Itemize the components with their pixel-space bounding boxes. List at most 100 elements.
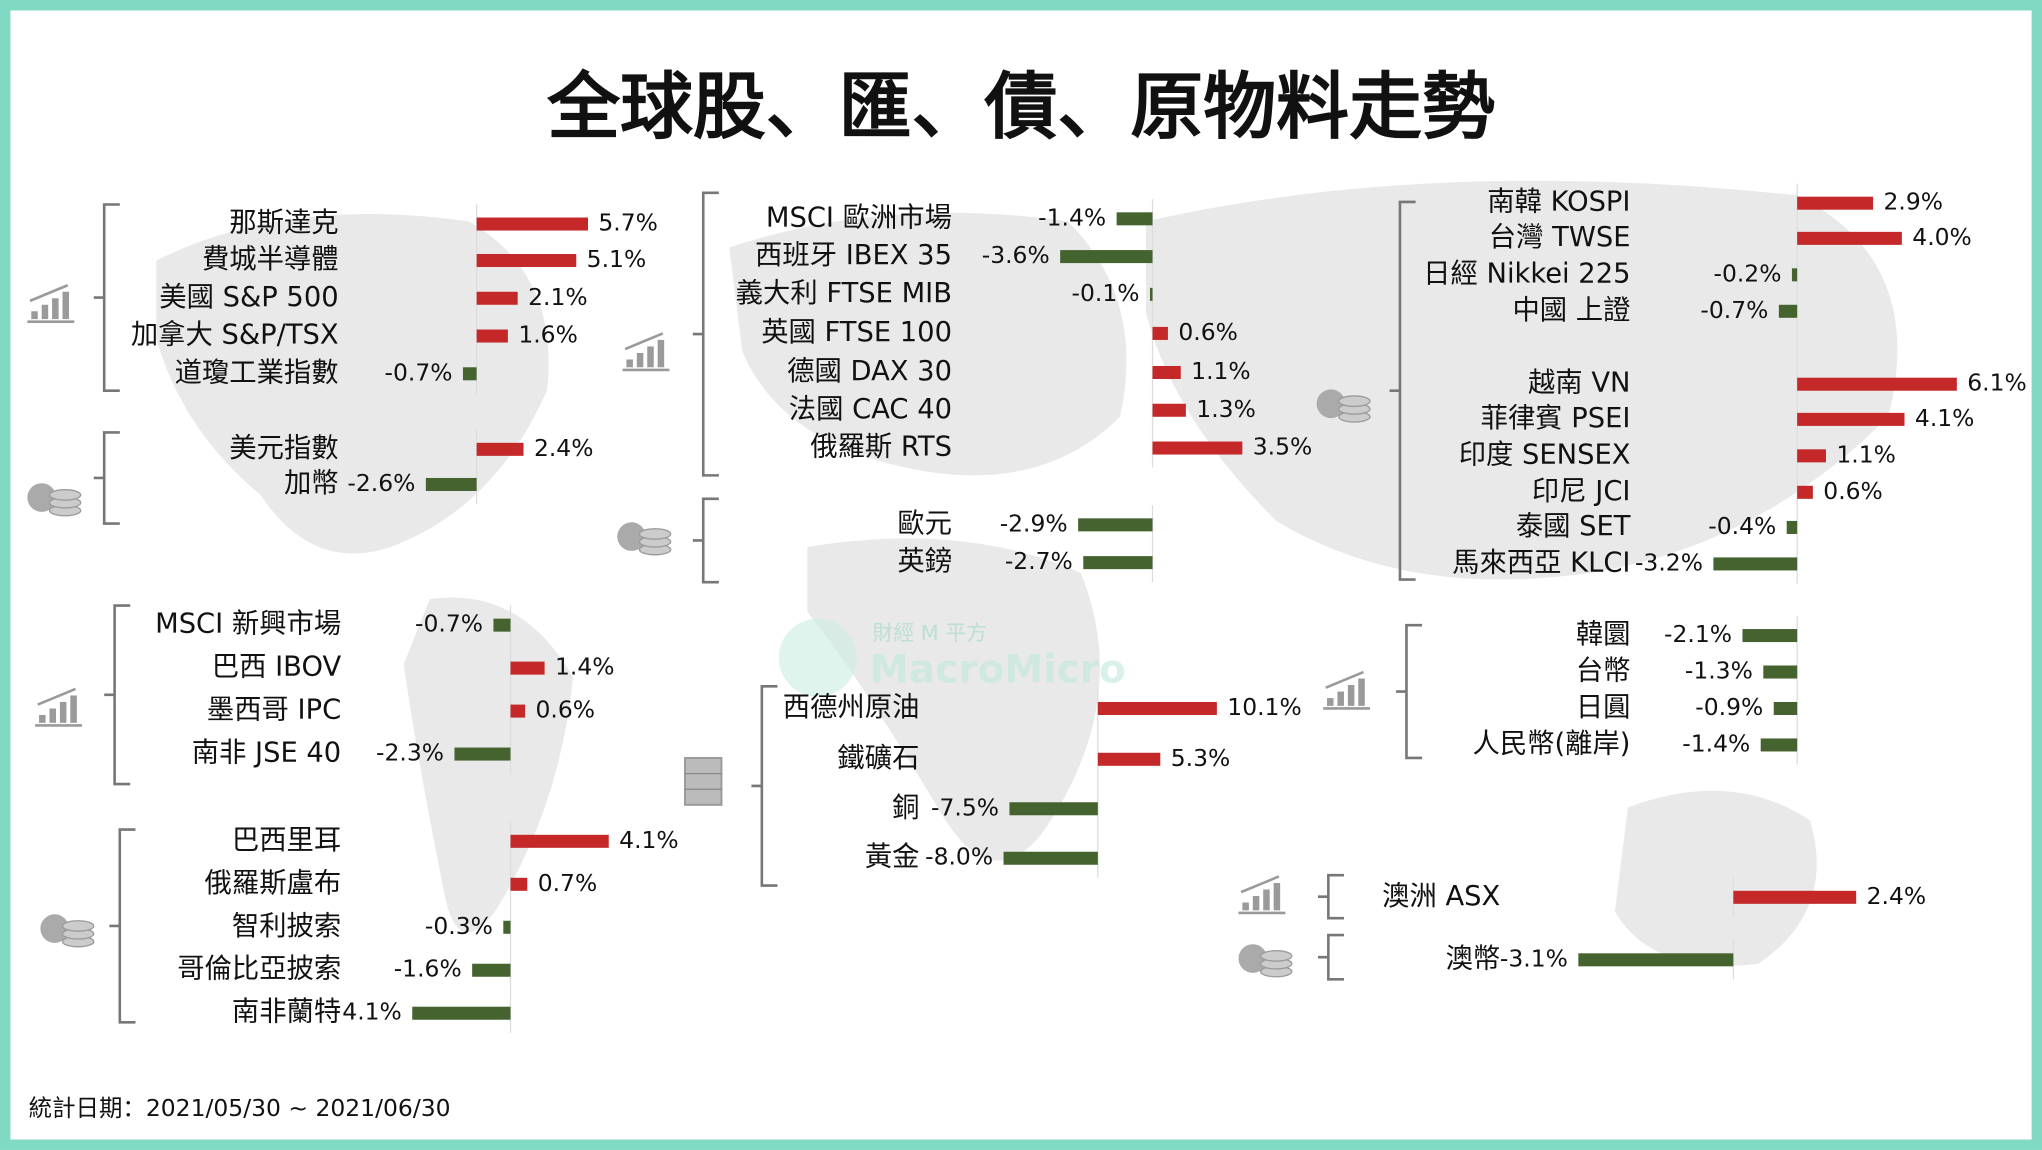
bar <box>472 963 511 977</box>
value-label: 2.1% <box>528 283 588 311</box>
icon-stack <box>1259 950 1293 962</box>
coin-icon <box>1316 389 1371 423</box>
date-note: 統計日期：2021/05/30 ~ 2021/06/30 <box>29 1094 451 1122</box>
value-label: 0.6% <box>536 696 596 724</box>
category-label: 美國 S&P 500 <box>159 282 338 313</box>
category-label: 南非 JSE 40 <box>192 738 341 769</box>
category-label: 印度 SENSEX <box>1459 439 1631 470</box>
value-label: -1.6% <box>394 955 462 983</box>
stock-icon <box>622 332 670 372</box>
value-label: 1.1% <box>1191 357 1251 385</box>
bracket <box>93 431 120 525</box>
icon-bar <box>1337 691 1344 706</box>
bar <box>1097 701 1217 715</box>
category-label: 那斯達克 <box>229 208 338 239</box>
bracket <box>692 191 719 477</box>
bar <box>1152 403 1186 417</box>
icon-bar <box>39 714 46 723</box>
icon-bar <box>1273 882 1281 911</box>
category-label: 俄羅斯 RTS <box>810 432 952 463</box>
bar <box>1763 665 1798 679</box>
world-map <box>156 180 1898 966</box>
value-label: 1.6% <box>518 321 578 349</box>
value-label: -1.4% <box>1682 729 1750 757</box>
category-label: 英國 FTSE 100 <box>761 317 952 348</box>
category-label: MSCI 歐洲市場 <box>766 202 952 233</box>
bar <box>1078 518 1153 532</box>
value-label: -2.7% <box>1005 547 1073 575</box>
category-label: 菲律賓 PSEI <box>1481 403 1631 434</box>
bar <box>510 661 545 675</box>
category-label: 澳幣 <box>1446 943 1501 974</box>
bar <box>1152 441 1243 455</box>
category-label: 越南 VN <box>1528 368 1630 399</box>
title: 全球股、匯、債、原物料走勢 <box>546 65 1495 150</box>
bar <box>1797 449 1826 463</box>
icon-bar <box>49 708 56 723</box>
value-label: 1.1% <box>1836 440 1896 468</box>
icon-arrow <box>1325 670 1365 689</box>
icon-bar <box>1263 889 1270 911</box>
value-label: -1.4% <box>1038 203 1106 231</box>
category-label: 中國 上證 <box>1512 295 1630 326</box>
bar <box>1791 268 1798 282</box>
stock-icon <box>35 687 83 727</box>
value-label: -0.7% <box>415 610 483 638</box>
value-label: -0.4% <box>1708 512 1776 540</box>
icon-bar <box>1327 698 1334 706</box>
value-label: 4.1% <box>1915 404 1975 432</box>
value-label: 5.1% <box>587 245 647 273</box>
watermark-zh: 財經 M 平方 <box>873 621 988 645</box>
value-label: 0.6% <box>1178 318 1238 346</box>
category-label: 台幣 <box>1576 656 1631 687</box>
value-label: 10.1% <box>1227 693 1301 721</box>
bar <box>1578 953 1734 967</box>
icon-bar <box>59 701 67 723</box>
bar <box>1797 485 1813 499</box>
category-label: 南韓 KOSPI <box>1487 187 1630 218</box>
value-label: -3.6% <box>982 241 1050 269</box>
bar <box>425 477 477 492</box>
icon-stack <box>61 920 95 932</box>
coin-icon <box>27 483 82 517</box>
barrel-icon <box>684 756 723 806</box>
icon-bar <box>62 291 70 320</box>
bar <box>1083 556 1153 570</box>
value-label: -0.7% <box>385 358 453 386</box>
category-label: 日圓 <box>1576 692 1631 723</box>
icon-bar <box>31 311 38 320</box>
category-label: 歐元 <box>897 508 952 539</box>
bar <box>1797 196 1874 210</box>
category-label: 哥倫比亞披索 <box>177 954 341 985</box>
bracket <box>692 497 719 584</box>
icon-bar <box>636 352 644 368</box>
value-label: -8.0% <box>925 843 993 871</box>
value-label: -3.1% <box>1500 944 1568 972</box>
value-label: 0.7% <box>538 869 598 897</box>
icon-stack <box>1338 395 1371 408</box>
bar <box>503 920 511 934</box>
category-label: 加幣 <box>284 468 339 499</box>
bracket <box>1389 200 1416 581</box>
value-label: -2.9% <box>1000 509 1068 537</box>
category-label: 加拿大 S&P/TSX <box>131 320 339 351</box>
icon-bar <box>657 339 665 368</box>
icon-coin <box>1238 944 1268 973</box>
value-label: 5.7% <box>598 209 658 237</box>
value-label: 2.4% <box>534 434 594 462</box>
icon-arrow <box>37 687 77 706</box>
bar <box>1152 365 1181 380</box>
category-label: 美元指數 <box>229 433 338 464</box>
value-label: 1.3% <box>1196 395 1256 423</box>
coin-icon <box>40 914 95 948</box>
bar <box>1797 412 1905 426</box>
bracket <box>93 203 120 393</box>
icon-arrow <box>624 332 664 351</box>
value-label: 5.3% <box>1171 744 1231 772</box>
category-label: 泰國 SET <box>1516 511 1631 542</box>
value-label: -0.3% <box>425 912 493 940</box>
bar <box>476 442 524 456</box>
value-label: 1.4% <box>555 653 615 681</box>
bar <box>1797 231 1902 245</box>
